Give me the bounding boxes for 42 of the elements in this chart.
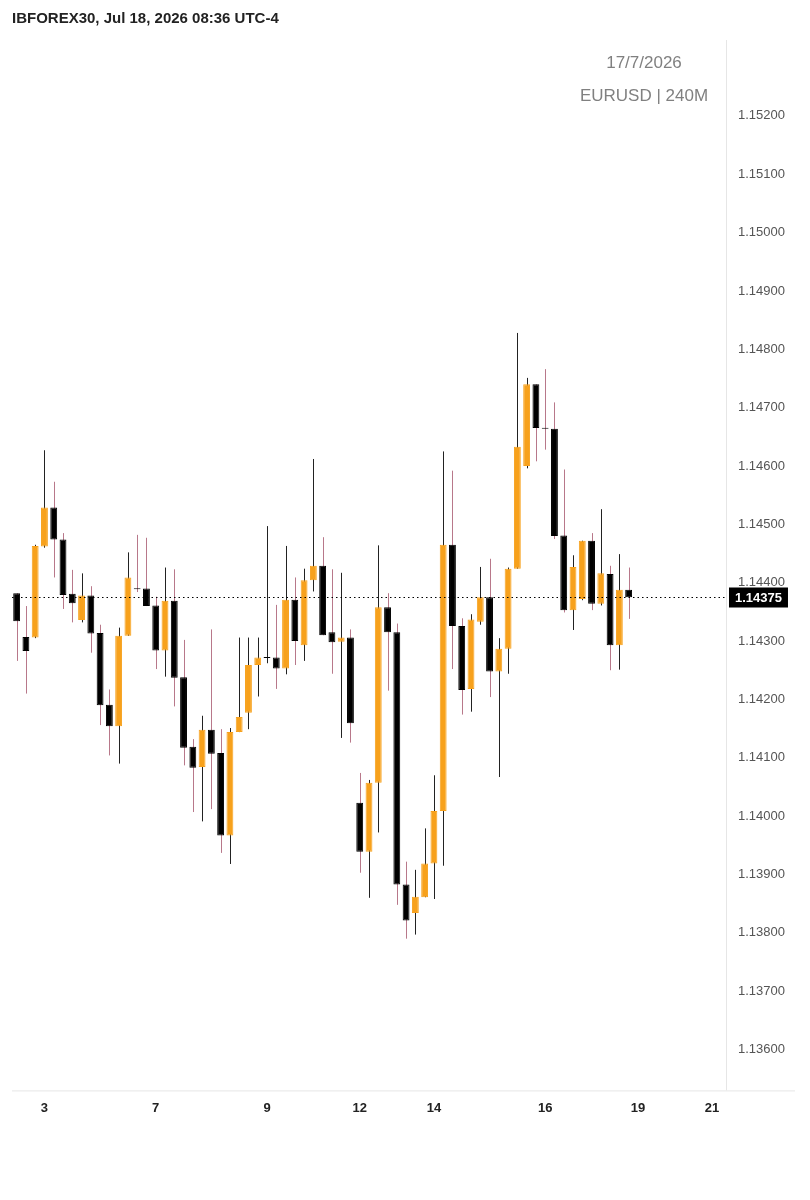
y-tick-label: 1.14300 — [738, 632, 785, 648]
y-tick-label: 1.14500 — [738, 515, 785, 531]
x-tick-label: 9 — [263, 1099, 271, 1115]
x-tick-label: 16 — [537, 1099, 553, 1115]
x-tick-label: 7 — [152, 1099, 160, 1115]
annotation: 17/7/2026 — [606, 52, 682, 72]
candlestick — [105, 689, 113, 756]
candlestick — [254, 637, 262, 697]
y-tick-label: 1.14200 — [738, 691, 785, 706]
ref-line-label: 1.14375 — [735, 590, 782, 606]
y-tick-label: 1.15200 — [738, 107, 785, 123]
y-tick-label: 1.14000 — [738, 807, 785, 823]
y-tick-label: 1.14400 — [738, 574, 785, 590]
x-tick-label: 12 — [352, 1099, 367, 1115]
y-tick-label: 1.13900 — [738, 866, 785, 882]
x-tick-label: 14 — [426, 1099, 442, 1115]
x-tick-label: 21 — [704, 1099, 720, 1115]
candlestick — [495, 637, 503, 778]
candlestick — [337, 572, 345, 739]
candlestick — [207, 628, 215, 810]
y-tick-label: 1.15000 — [738, 224, 785, 240]
candlestick — [22, 605, 30, 695]
y-tick-label: 1.13700 — [738, 982, 785, 998]
candlestick — [309, 458, 317, 592]
x-tick-label: 3 — [40, 1099, 49, 1115]
candlestick — [411, 869, 419, 936]
x-tick-label: 19 — [630, 1099, 646, 1115]
candlestick — [476, 566, 484, 626]
candlestick — [272, 604, 280, 690]
y-tick-label: 1.15100 — [738, 165, 785, 181]
annotation: EURUSD | 240M — [579, 85, 709, 105]
y-tick-label: 1.14100 — [738, 749, 785, 765]
y-tick-label: 1.13600 — [738, 1041, 785, 1057]
y-tick-label: 1.14900 — [738, 282, 785, 298]
candlestick — [78, 572, 85, 623]
y-tick-label: 1.13800 — [738, 924, 785, 940]
chart-title: IBFOREX30, Jul 18, 2026 08:36 UTC-4 — [12, 9, 280, 27]
y-tick-label: 1.14800 — [738, 340, 785, 356]
candlestick — [189, 738, 197, 813]
y-tick-label: 1.14600 — [738, 457, 785, 473]
candlestick — [235, 637, 243, 733]
y-tick-label: 1.14700 — [738, 399, 785, 415]
